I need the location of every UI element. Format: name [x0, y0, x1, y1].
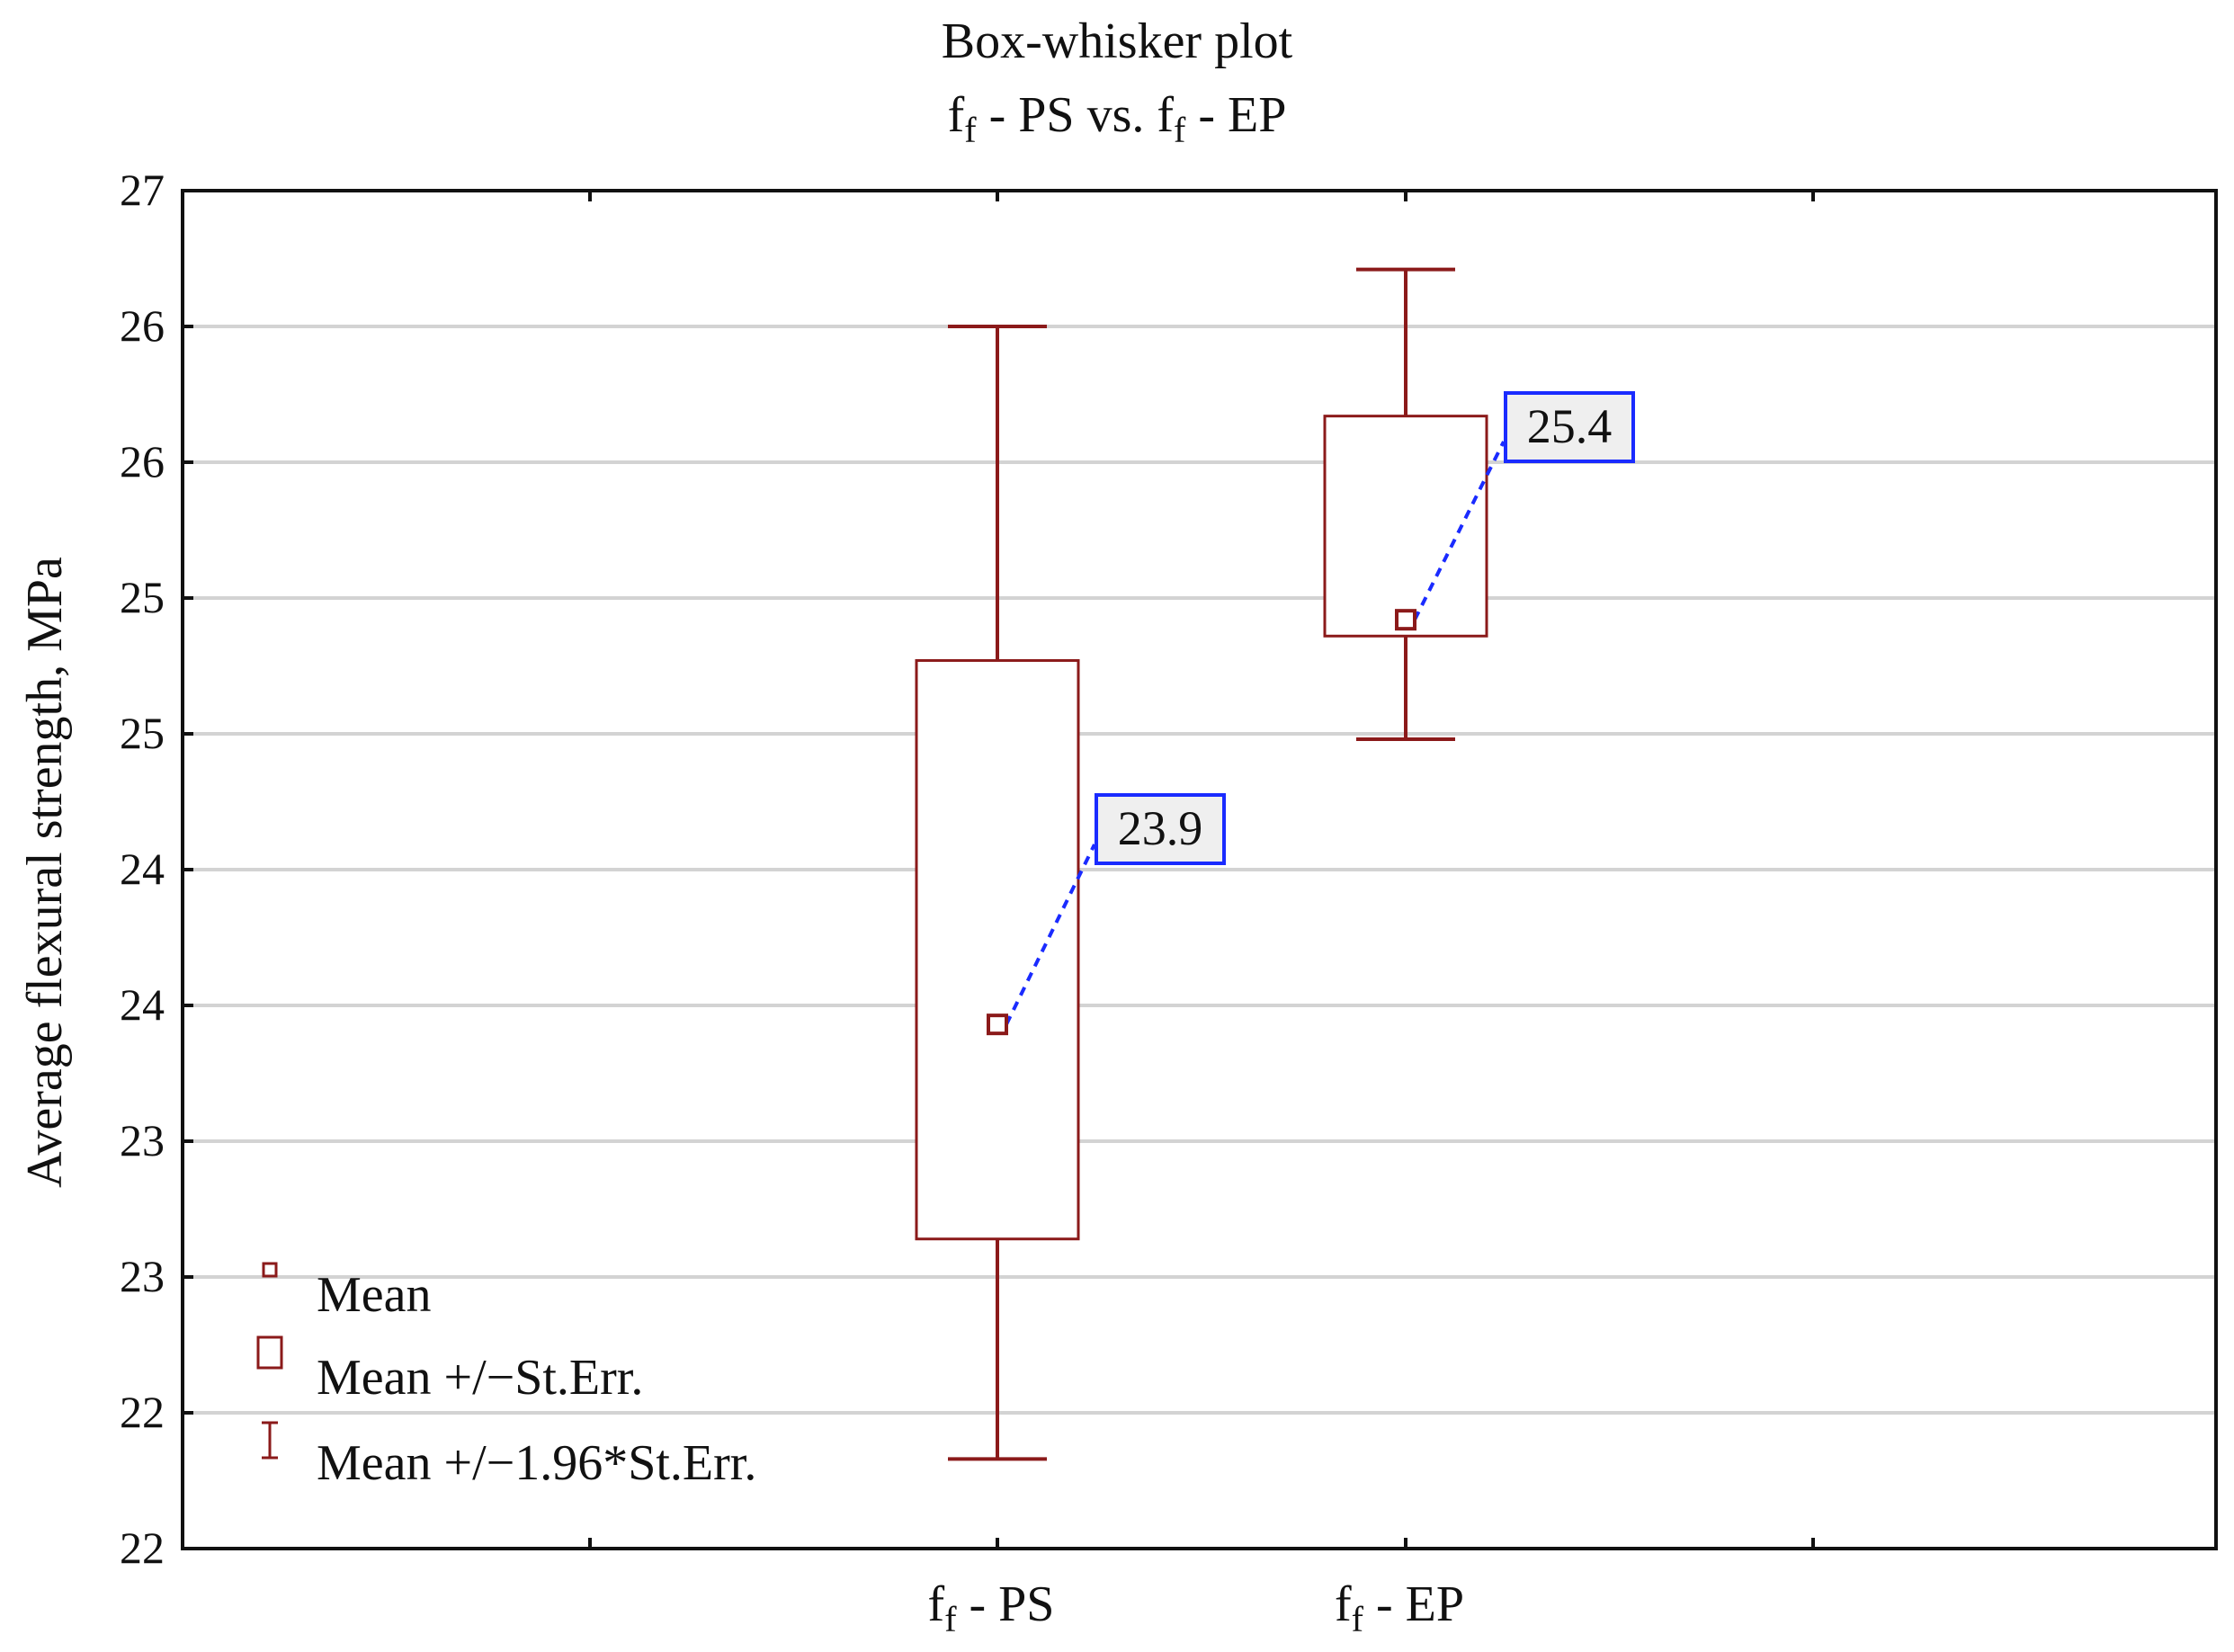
box-0 [915, 658, 1080, 1241]
chart-title: Box-whisker plot [941, 13, 1293, 69]
y-tick-label-5: 24 [120, 844, 165, 894]
x-tick-ps-main: f [927, 1576, 945, 1632]
x-tick-label-ps: ff - PS [856, 1576, 1126, 1640]
subtitle-right-sub: f [1174, 110, 1186, 151]
legend-item-std-err: Mean +/−St.Err. [317, 1350, 644, 1406]
x-tick-label-ep: ff - EP [1264, 1576, 1534, 1640]
legend-whisker-icon [262, 1421, 278, 1460]
subtitle-left-rest: - PS vs. [976, 87, 1157, 143]
x-tick-ps-sub: f [944, 1599, 957, 1640]
mean-label-ps: 23.9 [1095, 793, 1226, 865]
subtitle-right-rest: - EP [1185, 87, 1287, 143]
x-tick-ep-main: f [1335, 1576, 1352, 1632]
y-tick-label-10: 27 [120, 165, 165, 215]
y-tick-label-8: 26 [120, 436, 165, 487]
x-tick-ep-rest: - EP [1363, 1576, 1464, 1632]
subtitle-left-main: f [947, 87, 965, 143]
y-tick-label-1: 22 [120, 1387, 165, 1437]
legend-icons [256, 1262, 283, 1460]
legend-box-icon [256, 1335, 283, 1370]
legend-item-mean: Mean [317, 1267, 432, 1323]
legend-mean-icon [262, 1262, 278, 1278]
mean-connector-0 [1005, 844, 1096, 1026]
y-tick-label-6: 25 [120, 708, 165, 758]
y-tick-label-7: 25 [120, 572, 165, 622]
y-tick-label-2: 23 [120, 1251, 165, 1301]
mean-label-ep: 25.4 [1504, 391, 1635, 463]
y-tick-label-0: 22 [120, 1523, 165, 1573]
chart-subtitle: ff - PS vs. ff - EP [0, 90, 2234, 148]
x-tick-ps-rest: - PS [956, 1576, 1055, 1632]
subtitle-right-main: f [1157, 87, 1175, 143]
y-tick-label-9: 26 [120, 300, 165, 351]
mean-connector-1 [1413, 441, 1506, 621]
y-tick-label-3: 23 [120, 1115, 165, 1165]
mean-marker-0 [987, 1014, 1008, 1036]
mean-marker-1 [1395, 609, 1416, 631]
subtitle-left-sub: f [964, 110, 977, 151]
legend-item-ci: Mean +/−1.96*St.Err. [317, 1435, 757, 1491]
y-tick-label-4: 24 [120, 979, 165, 1030]
x-tick-ep-sub: f [1351, 1599, 1363, 1640]
